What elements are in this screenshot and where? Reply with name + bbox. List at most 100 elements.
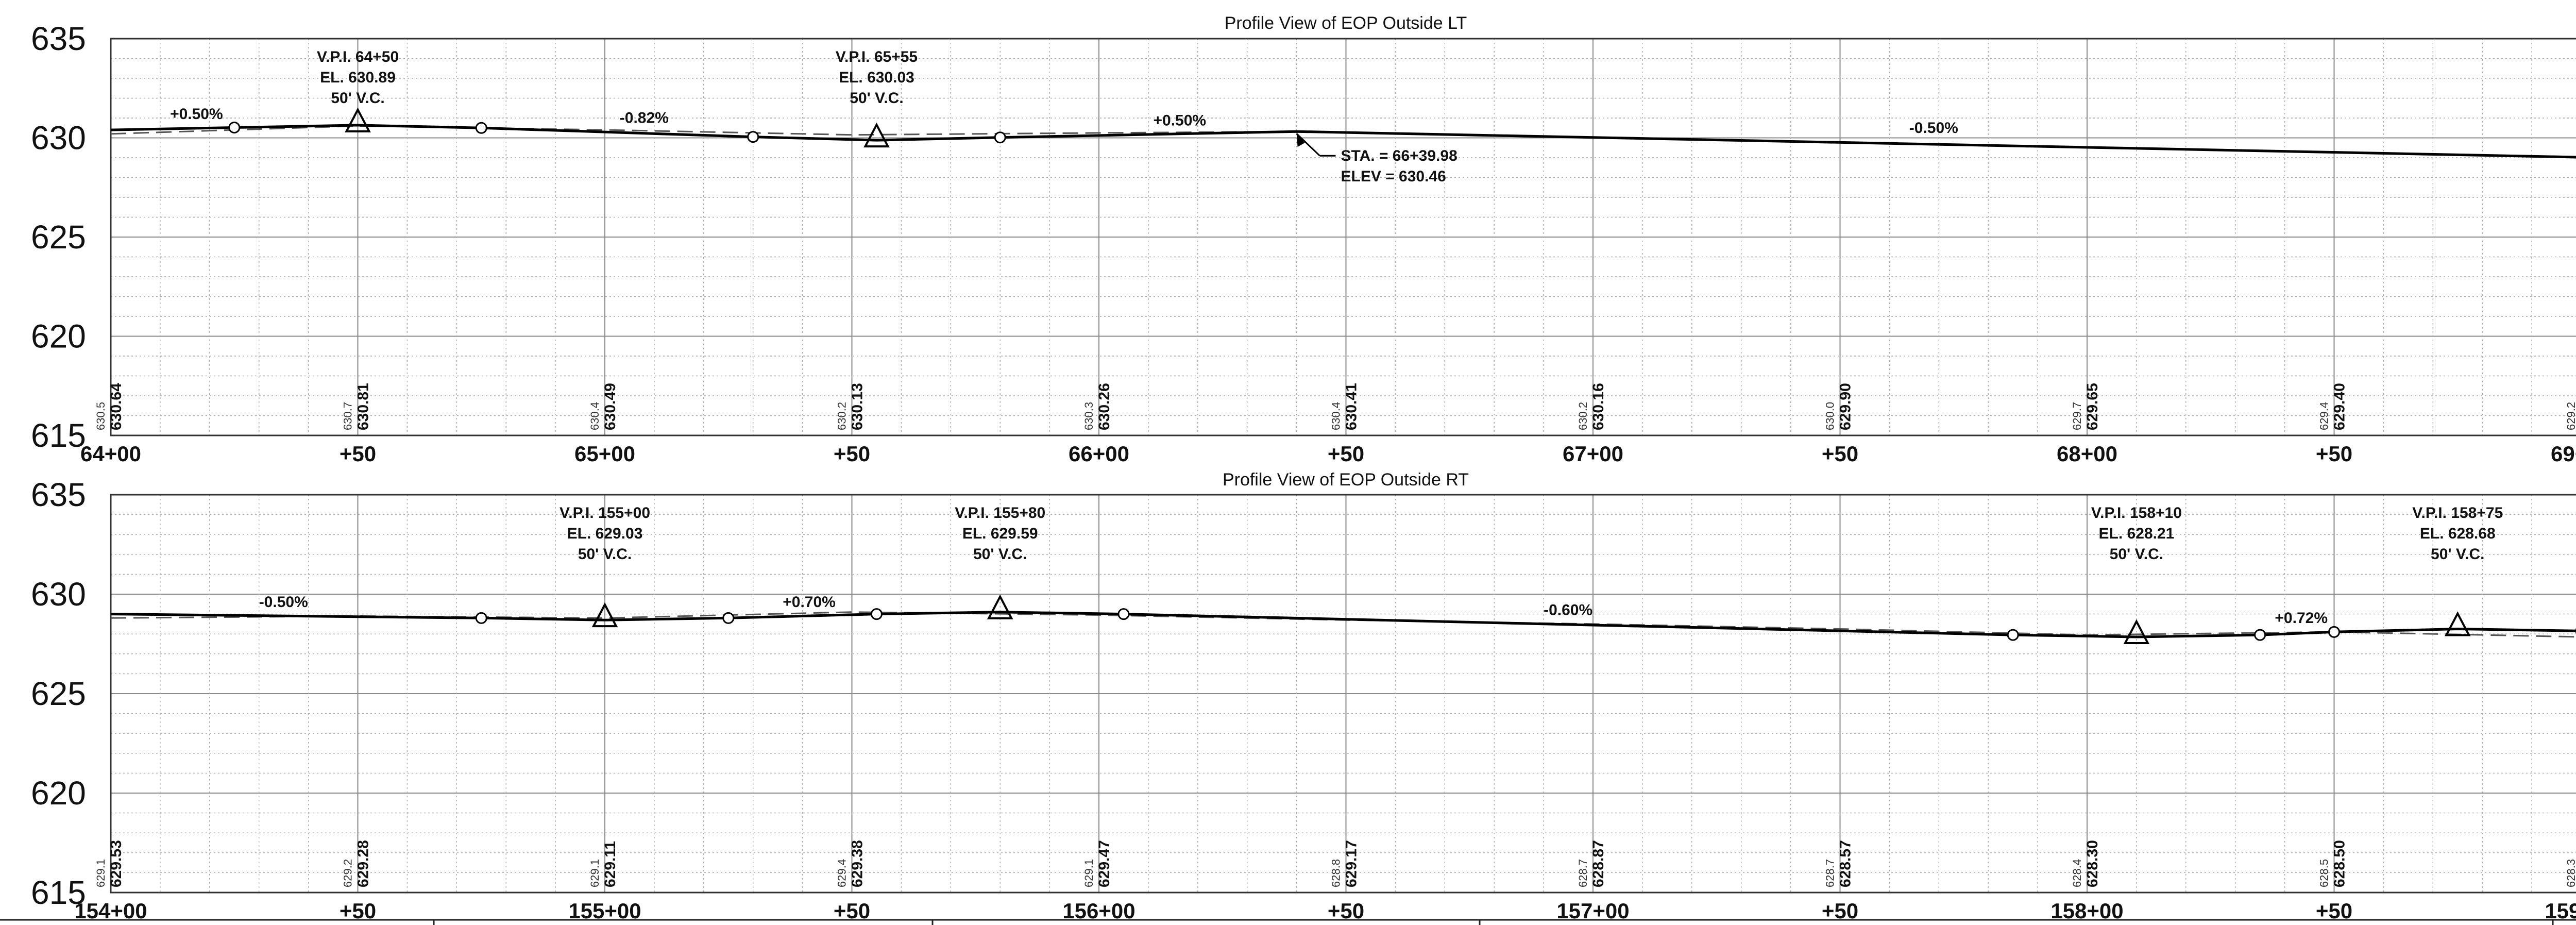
existing-elevation: 628.4 (2071, 859, 2083, 887)
vpi-label: 50' V.C. (2110, 546, 2163, 563)
station-label: +50 (834, 442, 870, 466)
vpi-label: EL. 629.03 (567, 525, 643, 542)
vpi-label: EL. 628.68 (2420, 525, 2496, 542)
plot-border (110, 494, 2576, 894)
plot-border (110, 38, 2576, 436)
existing-elevation: 628.3 (2565, 859, 2576, 887)
station-label: +50 (340, 442, 376, 466)
vc-point-circle-icon (2007, 629, 2019, 641)
callout-text: ELEV = 630.46 (1341, 168, 1446, 185)
station-label: 159+00 (2545, 899, 2576, 923)
vpi-markers: V.P.I. 64+50 EL. 630.89 50' V.C. V.P.I. 65+… (228, 48, 1006, 148)
vc-point-circle-icon (1117, 608, 1130, 620)
existing-elevation: 628.7 (1577, 859, 1589, 887)
vpi-markers: V.P.I. 155+00 EL. 629.03 50' V.C. V.P.I. 15… (475, 504, 2576, 644)
proposed-elevation: 629.17 (1343, 840, 1360, 887)
elevation-labels-left: 635 630 625 620 615 (31, 20, 86, 454)
vpi-label: EL. 630.89 (320, 69, 396, 86)
grade-label: -0.82% (620, 110, 669, 127)
vpi-label: V.P.I. 64+50 (317, 48, 399, 65)
station-label: +50 (2316, 899, 2352, 923)
existing-elevation: 628.7 (1824, 859, 1837, 887)
existing-elevation: 630.2 (1577, 402, 1589, 430)
existing-elevation: 630.0 (1824, 402, 1837, 430)
station-label: 154+00 (74, 899, 147, 923)
station-label: 68+00 (2057, 442, 2117, 466)
vpi-label: V.P.I. 155+80 (955, 504, 1045, 522)
vpi-triangle-icon (2123, 619, 2150, 644)
vc-point-circle-icon (2254, 629, 2266, 641)
vpi-triangle-icon (591, 602, 618, 628)
proposed-elevation: 628.30 (2084, 840, 2101, 887)
elevation-labels-left: 635 630 625 620 615 (31, 476, 86, 911)
elevation-readouts: 629.1 629.53 629.2 629.28 629.1 629.11 629.4 62… (94, 840, 2576, 887)
vc-point-circle-icon (994, 131, 1006, 144)
vpi-label: V.P.I. 158+10 (2091, 504, 2182, 522)
proposed-elevation: 629.40 (2331, 383, 2348, 430)
vpi-label: V.P.I. 65+55 (836, 48, 918, 65)
proposed-elevation: 629.53 (108, 840, 125, 887)
station-label: +50 (1822, 899, 1858, 923)
proposed-elevation: 629.11 (602, 841, 619, 887)
callout-text: STA. = 66+39.98 (1341, 147, 1458, 164)
vpi-triangle-icon (2444, 611, 2471, 636)
existing-elevation: 630.2 (836, 402, 849, 430)
proposed-elevation: 630.41 (1343, 383, 1360, 430)
grade-label: +0.50% (1153, 112, 1206, 129)
station-labels: 154+00 +50 155+00 +50 156+00 +50 157+00 +50 158+… (74, 899, 2576, 923)
station-label: +50 (834, 899, 870, 923)
station-label: 155+00 (568, 899, 641, 923)
vc-point-circle-icon (475, 122, 487, 134)
existing-elevation: 629.7 (2071, 402, 2083, 430)
vc-point-circle-icon (2328, 626, 2340, 638)
proposed-elevation: 629.65 (2084, 383, 2101, 430)
elevation-label: 635 (31, 476, 86, 513)
existing-elevation: 629.1 (94, 859, 107, 887)
proposed-elevation: 630.13 (849, 383, 866, 430)
proposed-elevation: 628.57 (1837, 840, 1854, 887)
vpi-label: EL. 630.03 (839, 69, 914, 86)
station-label: +50 (340, 899, 376, 923)
existing-elevation: 629.2 (342, 859, 354, 887)
profile-view-rt: Profile View of EOP Outside RT 635 630 625… (31, 470, 2576, 923)
station-label: +50 (2316, 442, 2352, 466)
callout-arrow-icon (1296, 133, 1305, 147)
proposed-elevation: 628.87 (1590, 840, 1607, 887)
vc-point-circle-icon (722, 612, 735, 624)
grid-lines (110, 38, 2576, 436)
proposed-elevation: 629.38 (849, 840, 866, 887)
elevation-label: 615 (31, 417, 86, 454)
existing-elevation: 628.5 (2318, 859, 2331, 887)
profile-title: Profile View of EOP Outside RT (1223, 470, 1469, 490)
existing-elevation: 628.8 (1330, 859, 1343, 887)
elevation-label: 625 (31, 675, 86, 712)
proposed-elevation: 630.64 (108, 383, 125, 430)
callout-leader (1296, 133, 1320, 157)
grade-label: -0.60% (1544, 602, 1592, 619)
existing-elevation: 629.4 (2318, 402, 2331, 430)
elevation-label: 620 (31, 775, 86, 812)
vpi-triangle-icon (987, 594, 1013, 619)
profile-frame (110, 38, 2576, 436)
vpi-label: EL. 629.59 (962, 525, 1038, 542)
proposed-elevation: 630.81 (355, 383, 372, 430)
existing-elevation: 629.2 (2565, 402, 2576, 430)
elevation-label: 625 (31, 218, 86, 256)
existing-elevation: 630.7 (342, 402, 354, 430)
proposed-elevation: 630.49 (602, 383, 619, 430)
station-label: 66+00 (1069, 442, 1129, 466)
vpi-label: V.P.I. 155+00 (560, 504, 650, 522)
station-label: +50 (1822, 442, 1858, 466)
station-label: 157+00 (1556, 899, 1629, 923)
vpi-label: 50' V.C. (973, 546, 1027, 563)
grade-label: -0.50% (259, 594, 308, 611)
existing-elevation: 630.3 (1082, 402, 1095, 430)
proposed-elevation: 630.16 (1590, 383, 1607, 430)
elevation-label: 630 (31, 576, 86, 613)
proposed-elevation: 629.90 (1837, 383, 1854, 430)
vpi-triangle-icon (863, 122, 890, 148)
grade-label: +0.50% (170, 106, 223, 123)
station-label: 65+00 (574, 442, 635, 466)
station-labels: 64+00 +50 65+00 +50 66+00 +50 67+00 +50 68+00 +50… (80, 442, 2576, 466)
